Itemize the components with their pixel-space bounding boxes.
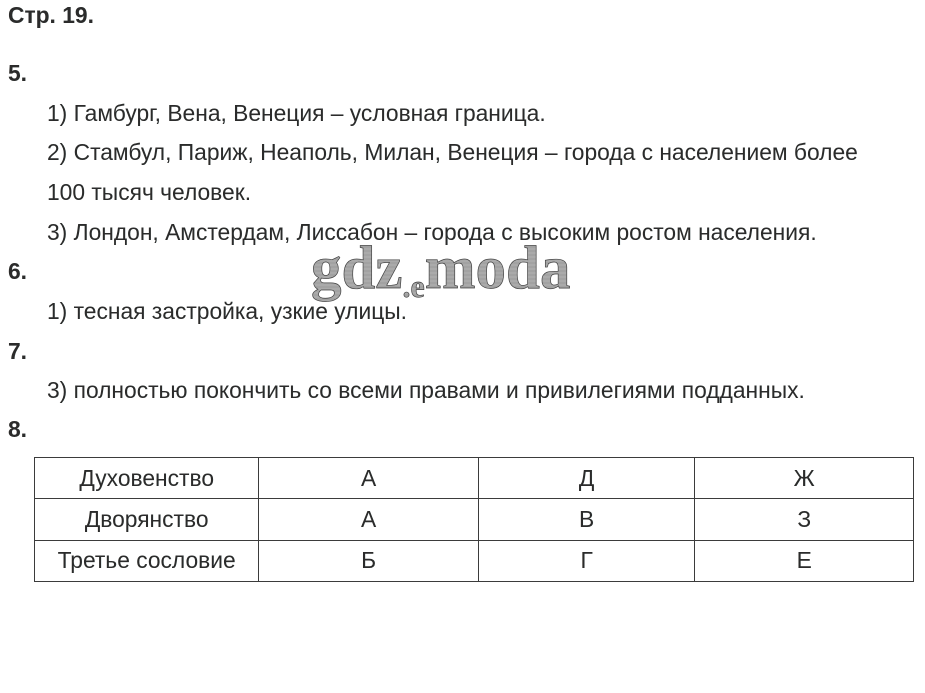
svg-text:gdz.emoda: gdz.emoda [311,235,570,304]
